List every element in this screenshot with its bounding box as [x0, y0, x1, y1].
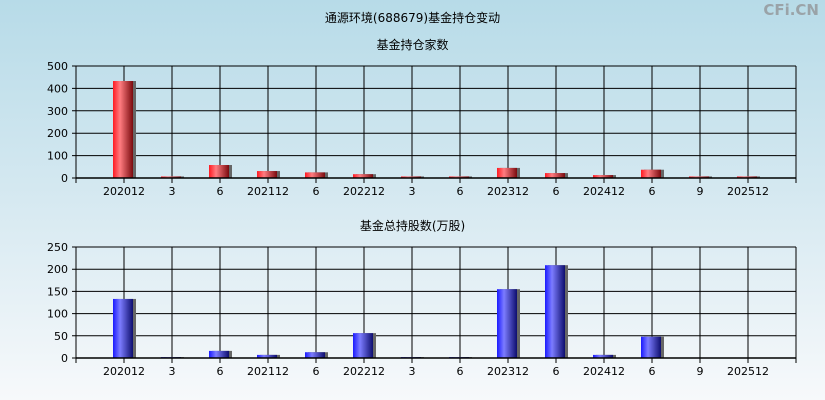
- bar: [257, 354, 277, 358]
- x-tick-label: 6: [649, 185, 656, 198]
- bar: [257, 171, 277, 178]
- x-tick-label: 6: [553, 365, 560, 378]
- y-tick-label: 400: [47, 82, 68, 95]
- x-tick-label: 6: [217, 365, 224, 378]
- x-tick-label: 6: [457, 365, 464, 378]
- bar: [545, 173, 565, 178]
- x-tick-label: 202112: [247, 185, 289, 198]
- bar: [209, 350, 229, 358]
- y-tick-label: 500: [47, 60, 68, 73]
- x-tick-label: 6: [553, 185, 560, 198]
- y-tick-label: 0: [61, 352, 68, 365]
- x-tick-label: 6: [313, 365, 320, 378]
- y-tick-label: 200: [47, 127, 68, 140]
- bar: [641, 169, 661, 178]
- x-tick-label: 202412: [583, 365, 625, 378]
- chart-1-title: 基金持仓家数: [376, 38, 449, 52]
- x-tick-label: 202312: [487, 365, 529, 378]
- y-tick-label: 0: [61, 172, 68, 185]
- y-tick-label: 100: [47, 150, 68, 163]
- x-tick-label: 3: [409, 185, 416, 198]
- x-tick-label: 202512: [727, 365, 769, 378]
- x-tick-label: 202012: [103, 365, 145, 378]
- bar: [161, 176, 181, 178]
- x-tick-label: 202412: [583, 185, 625, 198]
- bar: [593, 354, 613, 358]
- bar: [641, 336, 661, 358]
- x-tick-label: 202212: [343, 365, 385, 378]
- bar: [689, 176, 709, 178]
- x-tick-label: 6: [313, 185, 320, 198]
- bar: [593, 175, 613, 178]
- y-tick-label: 50: [54, 330, 68, 343]
- bar: [497, 167, 517, 178]
- bar: [449, 176, 469, 178]
- x-tick-label: 9: [697, 365, 704, 378]
- bar: [113, 81, 133, 178]
- bar: [401, 176, 421, 178]
- y-tick-label: 250: [47, 241, 68, 254]
- x-tick-label: 3: [169, 365, 176, 378]
- bar: [545, 265, 565, 358]
- y-tick-label: 200: [47, 263, 68, 276]
- chart-1: 0 100 200 300 400 500 202012 3 6 202112 6 202212 3 6 2…: [47, 60, 797, 198]
- bar: [353, 174, 373, 178]
- x-tick-label: 202012: [103, 185, 145, 198]
- x-tick-label: 6: [649, 365, 656, 378]
- chart-2-title: 基金总持股数(万股): [359, 219, 466, 233]
- bar: [353, 333, 373, 358]
- chart-2: 0 50 100 150 200 250 202012 3 6 202112 6 202212 3 6 20…: [47, 241, 797, 378]
- y-tick-label: 300: [47, 105, 68, 118]
- x-tick-label: 6: [457, 185, 464, 198]
- x-tick-label: 202512: [727, 185, 769, 198]
- bar: [305, 352, 325, 358]
- bar: [113, 298, 133, 358]
- page-title: 通源环境(688679)基金持仓变动: [324, 11, 501, 25]
- x-tick-label: 202112: [247, 365, 289, 378]
- watermark-logo: CFi.CN: [763, 1, 819, 19]
- x-tick-label: 202312: [487, 185, 529, 198]
- x-tick-label: 202212: [343, 185, 385, 198]
- bar: [305, 172, 325, 178]
- x-tick-label: 6: [217, 185, 224, 198]
- y-tick-label: 150: [47, 285, 68, 298]
- x-tick-label: 3: [409, 365, 416, 378]
- bar: [209, 165, 229, 178]
- x-tick-label: 3: [169, 185, 176, 198]
- x-tick-label: 9: [697, 185, 704, 198]
- bar: [737, 176, 757, 178]
- bar: [497, 289, 517, 358]
- y-tick-label: 100: [47, 308, 68, 321]
